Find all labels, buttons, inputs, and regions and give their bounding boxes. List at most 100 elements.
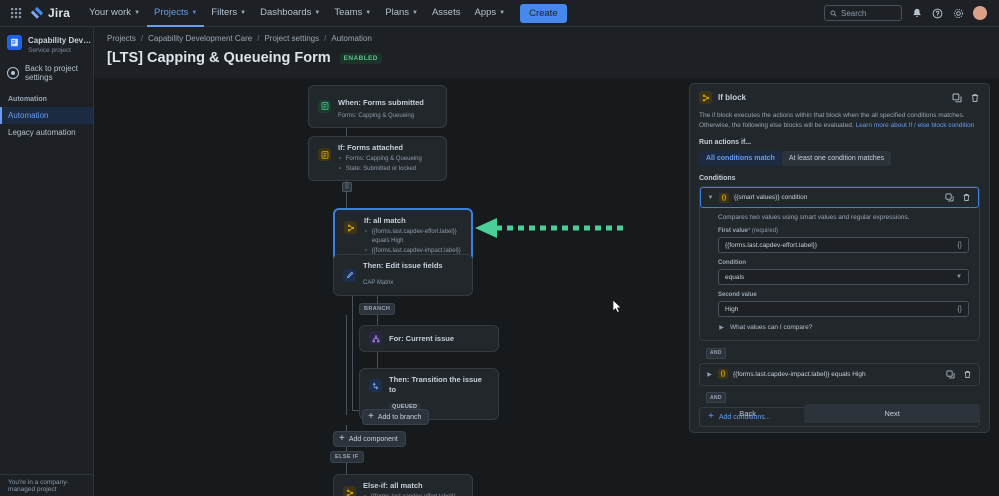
jira-logo[interactable]: Jira bbox=[30, 6, 70, 20]
breadcrumb-projects[interactable]: Projects bbox=[107, 34, 136, 43]
form-green-icon bbox=[318, 99, 331, 113]
page-title-row: [LTS] Capping & Queueing Form ENABLED bbox=[94, 43, 999, 66]
app-switcher-icon[interactable] bbox=[8, 5, 24, 21]
breadcrumb-project[interactable]: Capability Development Care bbox=[148, 34, 253, 43]
breadcrumb-automation[interactable]: Automation bbox=[331, 34, 372, 43]
help-icon[interactable] bbox=[931, 7, 944, 20]
add-component-button[interactable]: + Add component bbox=[333, 431, 406, 447]
settings-gear-icon[interactable] bbox=[952, 7, 965, 20]
copy-icon[interactable] bbox=[951, 92, 962, 103]
sidebar-item-automation[interactable]: Automation bbox=[0, 107, 93, 124]
create-button[interactable]: Create bbox=[520, 3, 567, 23]
condition-1-header[interactable]: ▼ {} {{smart values}} condition bbox=[700, 187, 979, 208]
drag-handle[interactable]: ⠿ bbox=[342, 182, 352, 192]
trash-icon[interactable] bbox=[962, 369, 973, 380]
panel-title: If block bbox=[718, 93, 747, 102]
node-bullet-text: {{forms.last.capdev-effort.label}} equal… bbox=[371, 493, 463, 496]
next-button[interactable]: Next bbox=[804, 404, 980, 423]
sidebar-item-legacy-automation[interactable]: Legacy automation bbox=[0, 124, 93, 141]
breadcrumb: Projects / Capability Development Care /… bbox=[94, 27, 999, 43]
back-arrow-icon bbox=[7, 67, 19, 79]
nav-projects-label: Projects bbox=[154, 6, 189, 18]
condition-1-description: Compares two values using smart values a… bbox=[718, 214, 910, 221]
node-title: Then: Transition the issue to bbox=[389, 375, 482, 394]
segment-at-least-one-condition[interactable]: At least one condition matches bbox=[781, 151, 892, 166]
notifications-icon[interactable] bbox=[910, 7, 923, 20]
node-title: Then: Edit issue fields bbox=[363, 261, 443, 270]
nav-filters[interactable]: Filters ▼ bbox=[204, 0, 253, 27]
smart-value-braces-icon[interactable]: {} bbox=[957, 241, 962, 249]
node-for-current-issue[interactable]: For: Current issue bbox=[359, 325, 499, 352]
search-icon bbox=[830, 10, 837, 16]
nav-dashboards[interactable]: Dashboards ▼ bbox=[253, 0, 327, 27]
node-subtitle: CAP Matrix bbox=[363, 280, 394, 286]
node-title: When: Forms submitted bbox=[338, 98, 424, 107]
pointer-arrow-annotation bbox=[475, 217, 625, 239]
node-title: Else-if: all match bbox=[363, 481, 423, 490]
condition-select[interactable]: equals ▼ bbox=[718, 269, 969, 285]
nav-teams[interactable]: Teams ▼ bbox=[327, 0, 378, 27]
node-when-forms-submitted[interactable]: When: Forms submitted Forms: Capping & Q… bbox=[308, 85, 447, 128]
search-placeholder: Search bbox=[841, 8, 867, 18]
back-button[interactable]: Back bbox=[739, 409, 756, 418]
copy-icon[interactable] bbox=[944, 192, 955, 203]
second-value-input[interactable]: High {} bbox=[718, 301, 969, 317]
condition-1-actions bbox=[944, 192, 972, 203]
panel-description-text: The if block executes the actions within… bbox=[699, 112, 965, 129]
nav-apps[interactable]: Apps ▼ bbox=[467, 0, 512, 27]
second-value-text: High bbox=[725, 305, 739, 313]
connector-branch-left-rail bbox=[352, 291, 353, 411]
panel-footer: Back Next bbox=[690, 396, 989, 432]
node-then-edit-issue-fields[interactable]: Then: Edit issue fields CAP Matrix bbox=[333, 254, 473, 296]
node-title: For: Current issue bbox=[389, 333, 455, 343]
nav-teams-label: Teams bbox=[334, 6, 363, 18]
project-name: Capability Development ... bbox=[28, 36, 92, 45]
project-avatar-icon bbox=[7, 35, 22, 50]
nav-assets-label: Assets bbox=[431, 6, 461, 18]
branch-icon bbox=[369, 332, 382, 345]
project-header[interactable]: Capability Development ... Service proje… bbox=[0, 27, 93, 59]
user-avatar[interactable] bbox=[973, 6, 987, 20]
nav-your-work[interactable]: Your work ▼ bbox=[82, 0, 147, 27]
node-bullet-text: State: Submitted or locked bbox=[345, 166, 417, 172]
chevron-down-icon: ▼ bbox=[191, 9, 198, 16]
sidebar-item-automation-label: Automation bbox=[8, 111, 49, 120]
trash-icon[interactable] bbox=[969, 92, 980, 103]
plus-icon: + bbox=[708, 411, 714, 422]
nav-projects[interactable]: Projects ▼ bbox=[147, 0, 205, 27]
trash-icon[interactable] bbox=[961, 192, 972, 203]
sidebar-footer-note: You're in a company-managed project bbox=[0, 474, 94, 496]
learn-more-link[interactable]: Learn more about If / else block conditi… bbox=[855, 122, 975, 129]
first-value-input[interactable]: {{forms.last.capdev-effort.label}} {} bbox=[718, 237, 969, 253]
add-conditions-label: Add conditions... bbox=[718, 413, 771, 421]
breadcrumb-project-settings[interactable]: Project settings bbox=[264, 34, 320, 43]
plus-icon: + bbox=[368, 411, 374, 422]
panel-header: If block bbox=[690, 84, 989, 104]
branch-pill: BRANCH bbox=[359, 303, 396, 315]
chevron-right-icon[interactable]: ▶ bbox=[707, 371, 712, 378]
nav-your-work-label: Your work bbox=[89, 6, 132, 18]
copy-icon[interactable] bbox=[945, 369, 956, 380]
smart-value-braces-icon[interactable]: {} bbox=[957, 305, 962, 313]
nav-assets[interactable]: Assets bbox=[425, 0, 468, 27]
add-to-branch-button[interactable]: + Add to branch bbox=[362, 409, 430, 425]
back-to-project-settings-link[interactable]: Back to project settings bbox=[0, 59, 93, 87]
search-input[interactable]: Search bbox=[824, 5, 902, 21]
sidebar-section-automation: Automation bbox=[8, 96, 47, 103]
what-values-expander[interactable]: ▶ What values can I compare? bbox=[718, 324, 969, 331]
run-actions-segmented-control: All conditions match At least one condit… bbox=[690, 146, 989, 166]
if-block-icon bbox=[343, 486, 356, 496]
segment-all-conditions-match[interactable]: All conditions match bbox=[699, 151, 782, 166]
node-title: If: all match bbox=[364, 216, 406, 225]
panel-header-actions bbox=[951, 92, 980, 103]
condition-1-container: ▼ {} {{smart values}} condition Compares… bbox=[699, 186, 980, 341]
nav-plans[interactable]: Plans ▼ bbox=[378, 0, 425, 27]
node-if-forms-attached[interactable]: If: Forms attached ∘ Forms: Capping & Qu… bbox=[308, 136, 447, 181]
left-sidebar: Capability Development ... Service proje… bbox=[0, 27, 94, 496]
connector-trunk-2 bbox=[346, 177, 347, 209]
chevron-down-icon[interactable]: ▼ bbox=[707, 194, 714, 201]
node-subtitle: Forms: Capping & Queueing bbox=[338, 112, 415, 119]
node-else-if-all-match[interactable]: Else-if: all match ∘ {{forms.last.capdev… bbox=[333, 474, 473, 496]
edit-pencil-icon bbox=[343, 268, 356, 282]
condition-2-header[interactable]: ▶ {} {{forms.last.capdev-impact.label}} … bbox=[700, 364, 979, 385]
